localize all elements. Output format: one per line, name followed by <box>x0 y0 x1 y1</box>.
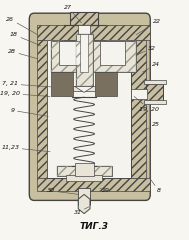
Text: 18: 18 <box>10 32 41 46</box>
Text: 24: 24 <box>143 62 160 72</box>
Bar <box>131 89 147 99</box>
Bar <box>73 86 95 91</box>
Bar <box>59 41 83 65</box>
Text: 25: 25 <box>143 122 160 131</box>
Bar <box>51 41 136 72</box>
Bar <box>76 34 93 86</box>
Polygon shape <box>78 194 90 214</box>
Bar <box>70 12 98 25</box>
Bar <box>95 72 117 96</box>
Bar <box>144 100 166 104</box>
Text: 32: 32 <box>136 46 156 55</box>
Bar <box>78 25 90 40</box>
Bar <box>37 40 47 178</box>
Text: 31: 31 <box>74 207 89 215</box>
Bar <box>66 175 102 181</box>
Text: 30: 30 <box>47 188 78 194</box>
Text: 26: 26 <box>6 17 38 35</box>
Bar <box>47 40 131 178</box>
Text: 27: 27 <box>64 5 81 23</box>
Text: 22: 22 <box>136 19 161 35</box>
Text: 11,23: 11,23 <box>1 145 50 152</box>
Bar <box>51 41 136 72</box>
FancyBboxPatch shape <box>29 13 150 200</box>
Text: 19, 20: 19, 20 <box>0 91 50 96</box>
Text: ΤИГ.3: ΤИГ.3 <box>80 222 109 231</box>
Polygon shape <box>75 86 94 92</box>
Text: 19, 20: 19, 20 <box>134 96 159 112</box>
FancyBboxPatch shape <box>44 34 134 181</box>
Bar <box>146 84 163 103</box>
Bar <box>51 72 73 96</box>
Bar <box>57 166 112 176</box>
Bar <box>37 25 150 40</box>
Bar <box>75 163 94 176</box>
Bar <box>78 188 90 204</box>
Bar <box>47 40 131 178</box>
Text: 7, 21: 7, 21 <box>2 82 51 87</box>
Bar <box>144 80 166 84</box>
Bar <box>131 40 146 178</box>
Bar <box>37 178 150 191</box>
Bar <box>57 166 112 176</box>
Text: 29: 29 <box>100 188 110 193</box>
Text: 9: 9 <box>11 108 48 116</box>
Text: 28: 28 <box>8 49 38 59</box>
Bar <box>80 34 88 72</box>
Bar <box>76 34 93 86</box>
Bar <box>100 41 125 65</box>
Text: 8: 8 <box>149 178 161 193</box>
